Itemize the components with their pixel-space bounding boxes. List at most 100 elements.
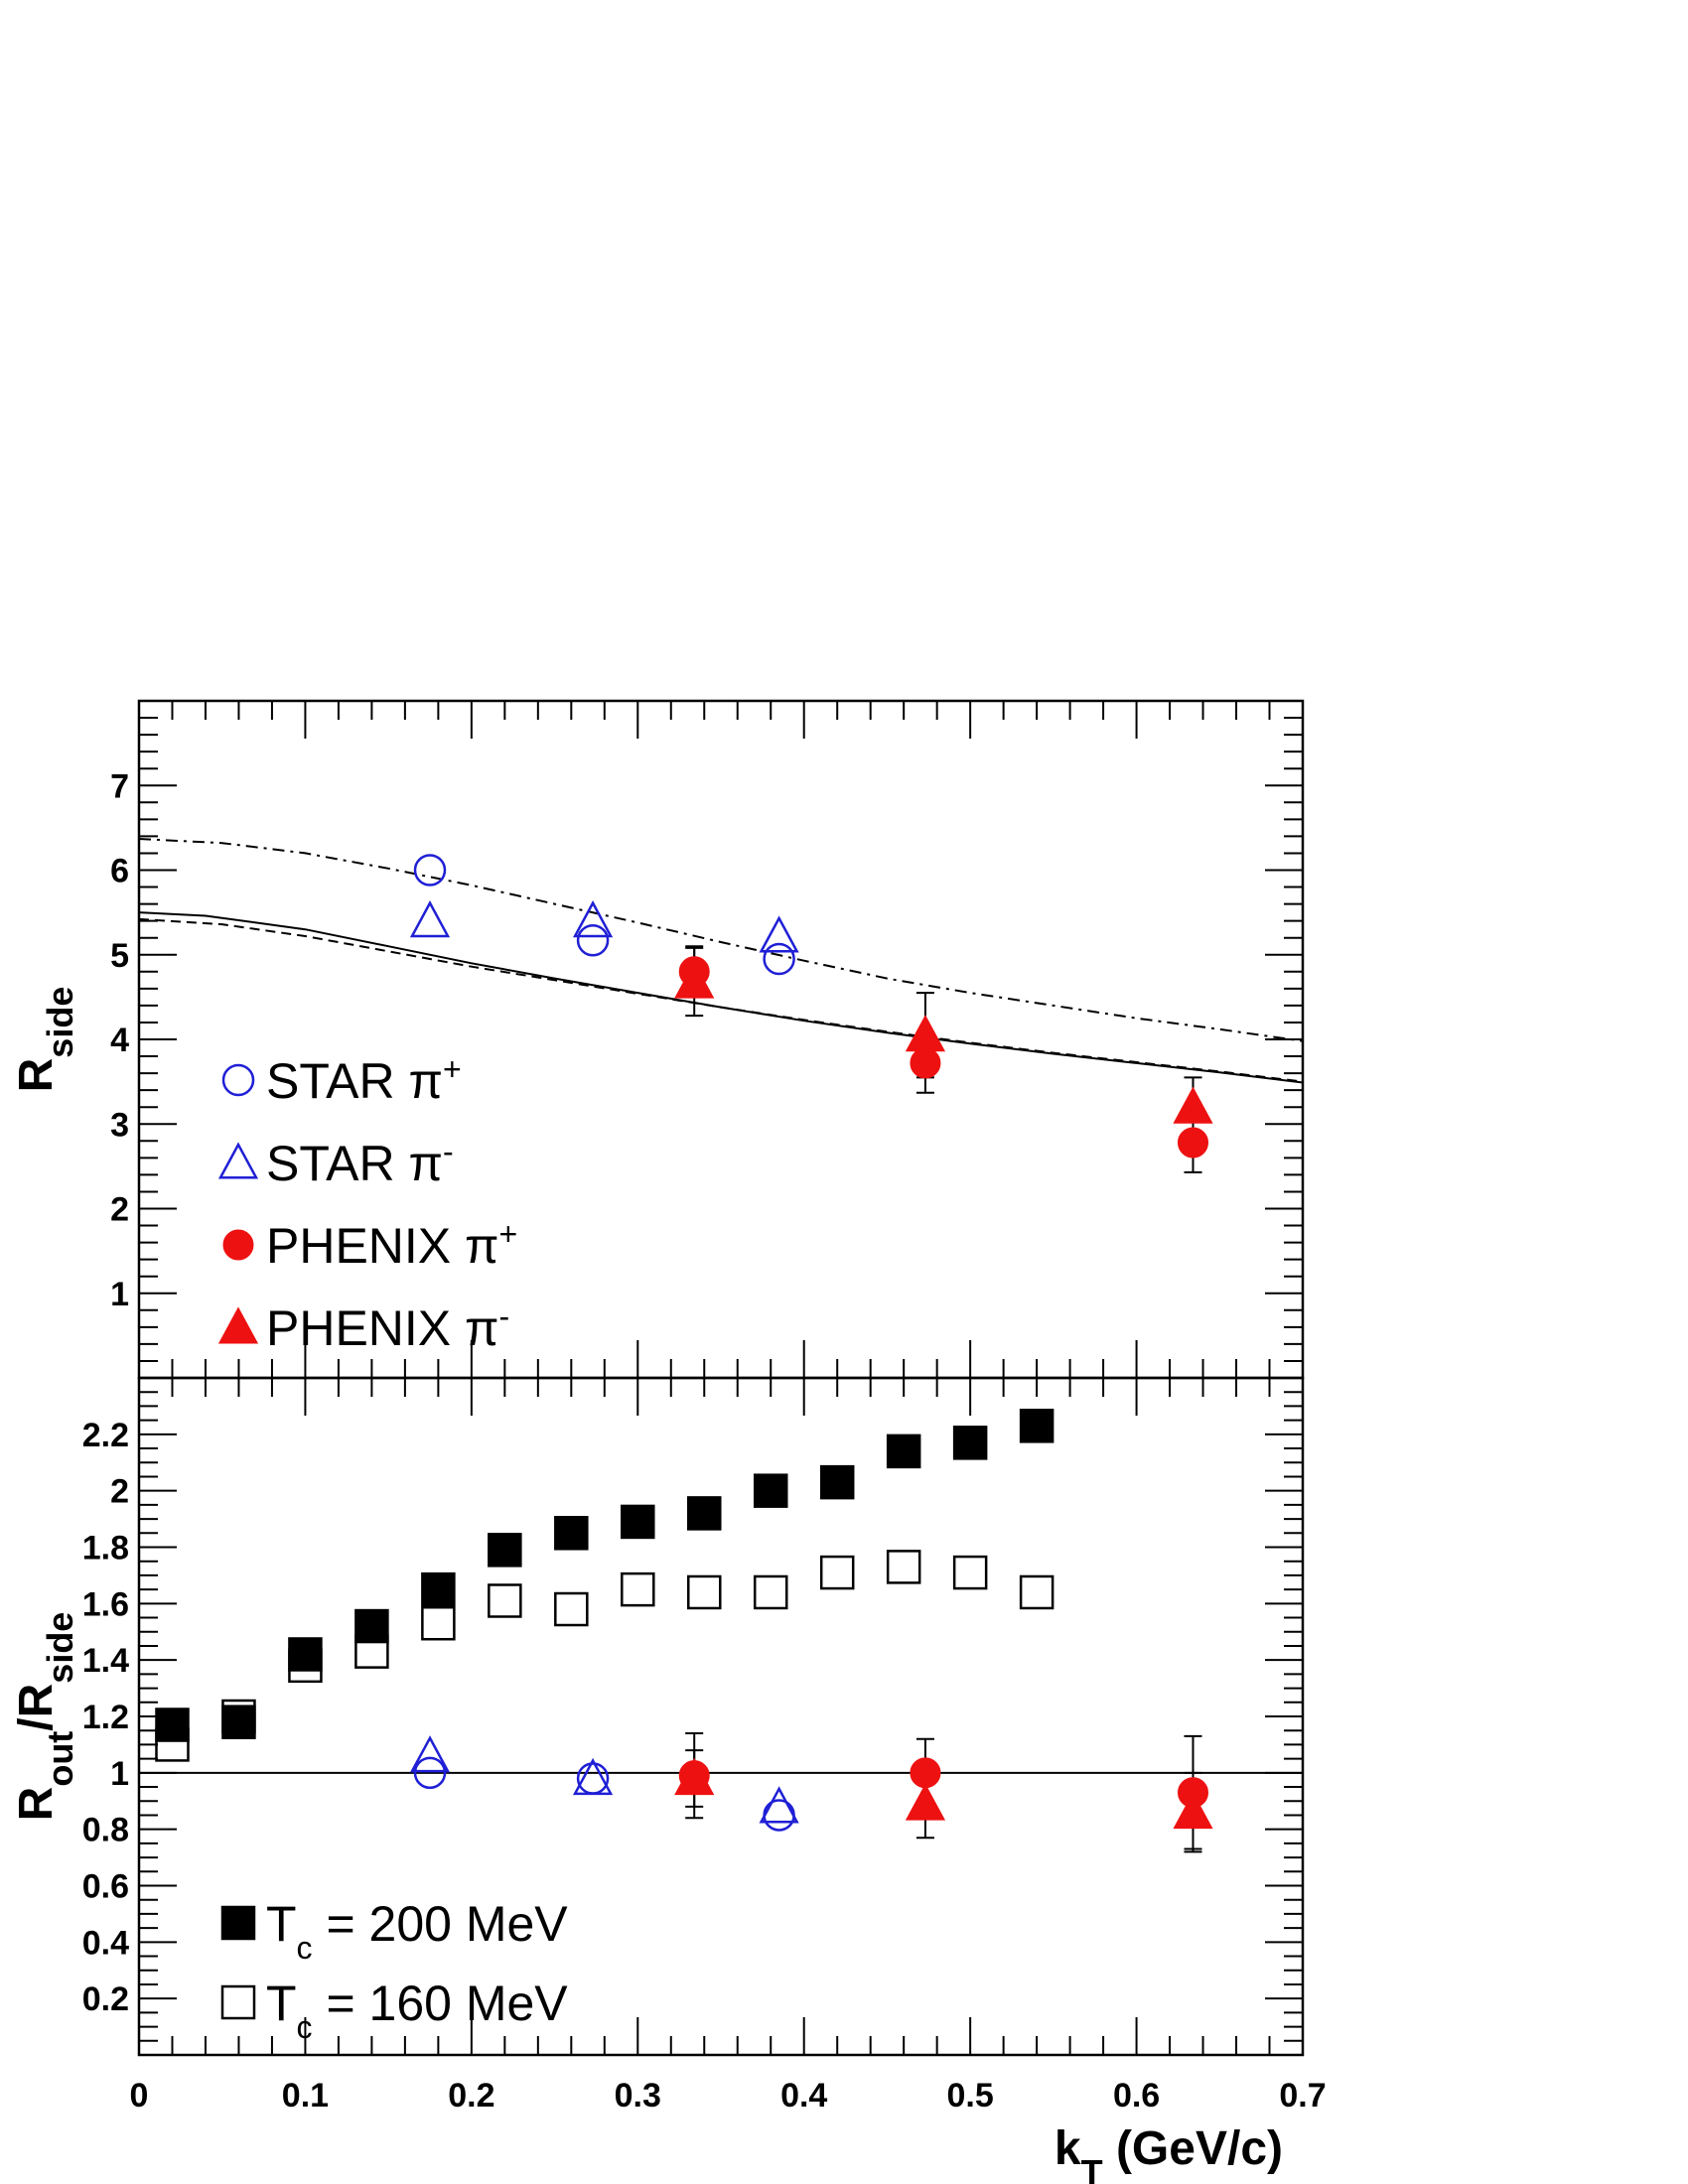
legend-entry: Tc = 200 MeV — [266, 1896, 568, 1966]
legend-subscript: c — [297, 2009, 313, 2045]
x-tick-label: 0.7 — [1279, 2077, 1326, 2115]
bottom-panel: 0.2 0.4 0.6 0.8 1 1.2 1.4 1.6 1.8 2 2.2 0 0.1 0.2 0.3 0… — [10, 1376, 1327, 2184]
x-tick-label: 0.4 — [780, 2077, 827, 2115]
data-point-filled-square — [753, 1473, 788, 1508]
legend-entry: STAR π- — [266, 1134, 454, 1191]
data-point-filled-square — [288, 1637, 323, 1672]
data-point-filled-triangle — [905, 1015, 946, 1052]
y-tick-label: 1.8 — [82, 1530, 129, 1568]
x-tick-label: 0.2 — [448, 2077, 494, 2115]
data-point-filled-square — [1019, 1409, 1055, 1443]
y-axis-title-sub: out — [40, 1731, 80, 1787]
y-axis-title-main: R — [10, 1787, 63, 1822]
legend-label: PHENIX π — [266, 1300, 499, 1356]
data-point-open-square — [554, 1591, 589, 1627]
data-point-open-circle — [576, 924, 610, 957]
legend-entry: PHENIX π+ — [266, 1216, 517, 1274]
legend-label: T — [266, 1976, 297, 2031]
y-tick-label: 1.6 — [82, 1585, 129, 1623]
y-tick-label: 3 — [110, 1106, 129, 1144]
y-tick-label: 4 — [110, 1022, 129, 1059]
data-point-filled-square — [488, 1533, 522, 1568]
x-axis-title: kT (GeV/c) — [1055, 2122, 1283, 2184]
legend-label: PHENIX π — [266, 1218, 499, 1274]
data-point-open-triangle — [759, 1786, 799, 1824]
data-point-open-square — [354, 1634, 389, 1669]
data-point-filled-square — [554, 1516, 589, 1551]
data-point-open-square — [819, 1555, 855, 1590]
legend-superscript: + — [499, 1216, 518, 1252]
x-axis-title-sub: T — [1081, 2152, 1103, 2184]
x-tick-label: 0.3 — [615, 2077, 661, 2115]
data-point-filled-square — [354, 1608, 389, 1644]
legend-superscript: + — [443, 1051, 462, 1087]
y-tick-label: 5 — [110, 937, 129, 975]
data-point-open-square — [687, 1574, 722, 1610]
data-point-filled-square — [621, 1504, 655, 1540]
y-tick-label: 6 — [110, 853, 129, 890]
data-point-open-square — [421, 1605, 456, 1641]
legend-superscript: - — [499, 1298, 510, 1334]
legend-label-rest: = 160 MeV — [313, 1976, 569, 2031]
y-tick-label: 2.2 — [82, 1417, 129, 1454]
data-point-filled-square — [886, 1433, 921, 1469]
y-tick-label: 0.8 — [82, 1812, 129, 1849]
data-point-open-square — [753, 1574, 788, 1610]
legend-subscript: c — [297, 1930, 313, 1966]
data-point-filled-triangle — [1173, 1086, 1213, 1124]
legend-label-rest: = 200 MeV — [313, 1896, 569, 1952]
data-point-open-circle — [413, 1756, 447, 1790]
data-point-open-circle — [413, 854, 447, 887]
x-axis-title-main: k — [1055, 2122, 1081, 2175]
y-tick-label: 0.6 — [82, 1868, 129, 1906]
legend-label: STAR π — [266, 1053, 443, 1109]
y-tick-label: 2 — [110, 1191, 129, 1229]
data-point-filled-triangle — [905, 1783, 946, 1821]
data-point-open-circle — [763, 1799, 795, 1832]
x-tick-label: 0.6 — [1113, 2077, 1160, 2115]
y-axis-title: Rout/Rside — [10, 1612, 80, 1822]
y-axis-title-sub: side — [40, 1612, 80, 1684]
data-point-filled-triangle — [674, 961, 715, 999]
legend-superscript: - — [443, 1134, 454, 1169]
legend-marker — [217, 1142, 259, 1179]
data-point-open-triangle — [759, 915, 799, 953]
legend-marker — [217, 1306, 259, 1344]
model-curve-dashed — [138, 917, 1304, 1083]
legend-label: T — [266, 1896, 297, 1952]
x-tick-label: 0 — [130, 2077, 149, 2115]
model-curve-dashdot — [138, 838, 1304, 1042]
plot-frame — [137, 699, 1305, 1380]
legend-entry: Tc = 160 MeV — [266, 1976, 568, 2045]
legend-marker — [220, 1984, 256, 2020]
data-point-open-square — [288, 1648, 323, 1684]
legend-marker — [220, 1905, 256, 1941]
data-point-filled-circle — [910, 1757, 941, 1789]
y-tick-label: 1 — [110, 1276, 129, 1313]
y-axis-title-mid: /R — [10, 1684, 63, 1731]
data-point-filled-square — [687, 1496, 722, 1531]
x-tick-label: 0.5 — [947, 2077, 994, 2115]
legend-label: STAR π — [266, 1136, 443, 1191]
y-tick-label: 0.4 — [82, 1924, 129, 1962]
legend-entry: PHENIX π- — [266, 1298, 509, 1356]
y-tick-label: 1.4 — [82, 1642, 129, 1680]
y-axis-title: Rside — [10, 987, 80, 1093]
y-axis-title-main: R — [10, 1058, 63, 1093]
data-point-open-square — [488, 1583, 522, 1618]
data-point-open-square — [952, 1555, 988, 1590]
data-point-open-triangle — [572, 1757, 614, 1796]
legend-marker — [222, 1229, 254, 1261]
data-point-filled-circle — [1177, 1127, 1208, 1159]
data-point-filled-square — [952, 1426, 988, 1460]
data-point-filled-square — [819, 1464, 855, 1500]
data-point-open-square — [221, 1699, 256, 1734]
y-tick-label: 0.2 — [82, 1980, 129, 2018]
data-point-filled-circle — [910, 1047, 941, 1079]
data-point-open-square — [155, 1727, 190, 1762]
x-tick-label: 0.1 — [282, 2077, 329, 2115]
data-point-open-circle — [763, 942, 795, 976]
data-point-open-triangle — [572, 900, 614, 938]
